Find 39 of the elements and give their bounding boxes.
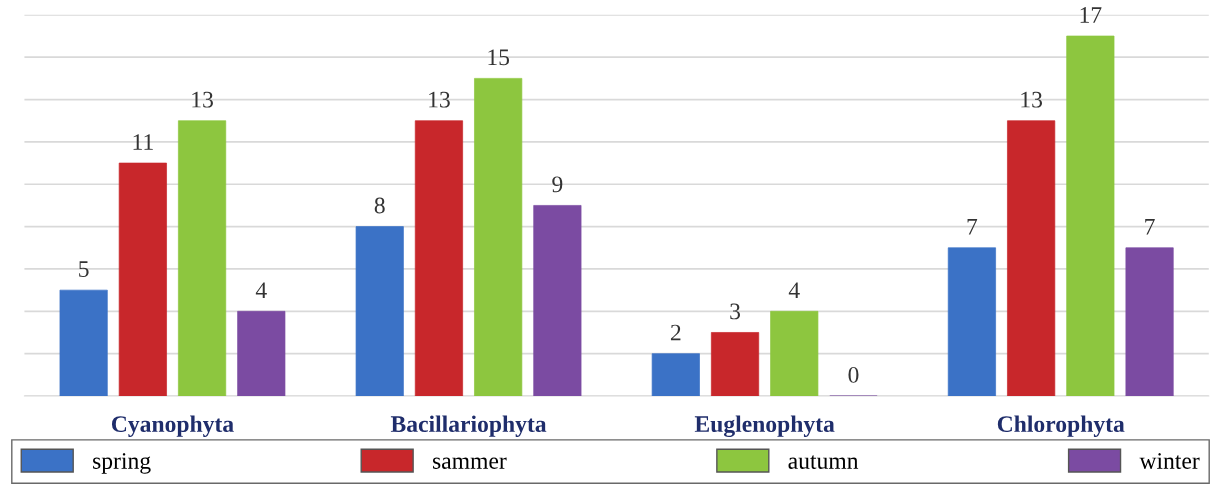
data-label: 8 [374, 197, 385, 214]
x-tick-label: Chlorophyta [997, 415, 1125, 437]
bar [355, 226, 404, 396]
data-label: 15 [488, 49, 510, 66]
x-tick-label: Bacillariophyta [390, 415, 547, 437]
data-label: 3 [730, 303, 741, 320]
data-label: 0 [848, 366, 859, 383]
data-label: 13 [429, 91, 450, 108]
data-label: 5 [79, 261, 89, 277]
data-label: 7 [1145, 218, 1155, 235]
bar [178, 120, 227, 396]
bar [711, 332, 760, 396]
bar [651, 353, 700, 396]
x-tick-label: Euglenophyta [694, 415, 835, 438]
bar [1066, 35, 1115, 396]
bar [237, 310, 286, 396]
data-label: 9 [552, 176, 563, 193]
bar [414, 120, 463, 396]
data-label: 4 [788, 282, 800, 298]
data-label: 13 [1021, 91, 1043, 108]
data-label: 17 [1080, 7, 1102, 23]
bar [474, 78, 523, 396]
legend-label: spring [93, 453, 151, 474]
x-tick-label: Cyanophyta [111, 415, 234, 437]
bar [1125, 247, 1174, 396]
bar [1007, 120, 1056, 396]
bar [947, 247, 996, 396]
data-label: 2 [670, 324, 681, 341]
legend-label: sammer [433, 457, 507, 469]
bar [118, 162, 167, 396]
data-label: 11 [133, 134, 153, 150]
data-label: 4 [255, 282, 267, 298]
data-label: 7 [967, 218, 978, 235]
bar [770, 310, 819, 396]
bar [533, 205, 582, 396]
legend-label: winter [1139, 453, 1200, 469]
bar [59, 289, 108, 396]
legend-label: autumn [788, 455, 859, 469]
data-label: 13 [192, 91, 213, 108]
